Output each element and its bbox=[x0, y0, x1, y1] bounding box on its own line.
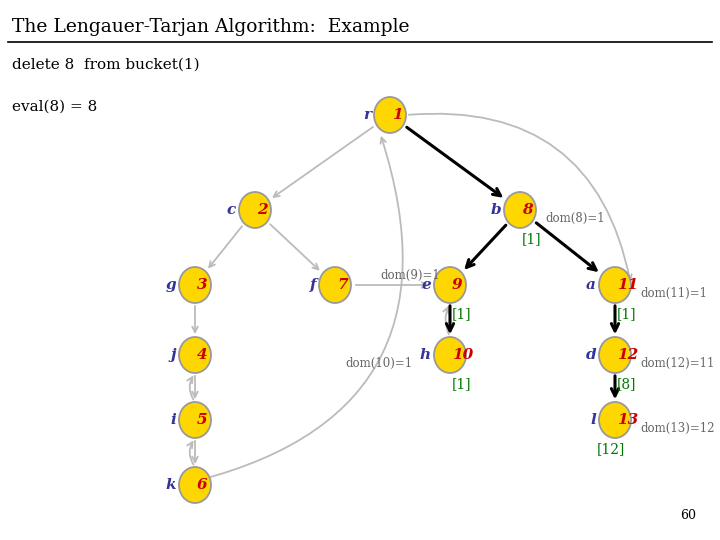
Text: The Lengauer-Tarjan Algorithm:  Example: The Lengauer-Tarjan Algorithm: Example bbox=[12, 18, 410, 36]
Text: [8]: [8] bbox=[617, 377, 636, 391]
Text: 2: 2 bbox=[257, 203, 268, 217]
Text: eval(8) = 8: eval(8) = 8 bbox=[12, 100, 97, 114]
Text: 5: 5 bbox=[197, 413, 207, 427]
Text: f: f bbox=[310, 278, 316, 292]
Ellipse shape bbox=[599, 402, 631, 438]
Text: dom(8)=1: dom(8)=1 bbox=[545, 212, 605, 225]
Ellipse shape bbox=[179, 402, 211, 438]
Text: j: j bbox=[171, 348, 176, 362]
Text: dom(10)=1: dom(10)=1 bbox=[345, 357, 412, 370]
Ellipse shape bbox=[504, 192, 536, 228]
Ellipse shape bbox=[179, 337, 211, 373]
Ellipse shape bbox=[599, 267, 631, 303]
Text: 60: 60 bbox=[680, 509, 696, 522]
Text: 3: 3 bbox=[197, 278, 207, 292]
Text: i: i bbox=[170, 413, 176, 427]
Text: l: l bbox=[590, 413, 596, 427]
Text: 12: 12 bbox=[617, 348, 638, 362]
Ellipse shape bbox=[434, 267, 466, 303]
Ellipse shape bbox=[434, 337, 466, 373]
Text: r: r bbox=[363, 108, 371, 122]
Text: 1: 1 bbox=[392, 108, 402, 122]
Ellipse shape bbox=[179, 267, 211, 303]
Ellipse shape bbox=[239, 192, 271, 228]
Ellipse shape bbox=[599, 337, 631, 373]
Text: delete 8  from bucket(1): delete 8 from bucket(1) bbox=[12, 58, 199, 72]
Text: a: a bbox=[586, 278, 596, 292]
Text: 8: 8 bbox=[522, 203, 533, 217]
Text: [1]: [1] bbox=[522, 232, 541, 246]
Text: 11: 11 bbox=[617, 278, 638, 292]
Ellipse shape bbox=[319, 267, 351, 303]
Ellipse shape bbox=[374, 97, 406, 133]
Text: b: b bbox=[490, 203, 501, 217]
Text: e: e bbox=[421, 278, 431, 292]
Text: [1]: [1] bbox=[617, 307, 636, 321]
Text: [1]: [1] bbox=[452, 307, 472, 321]
Text: 4: 4 bbox=[197, 348, 207, 362]
Text: 13: 13 bbox=[617, 413, 638, 427]
Text: dom(13)=12: dom(13)=12 bbox=[640, 422, 714, 435]
Text: k: k bbox=[166, 478, 176, 492]
Text: g: g bbox=[166, 278, 176, 292]
Text: [12]: [12] bbox=[597, 442, 625, 456]
Text: 7: 7 bbox=[337, 278, 348, 292]
Text: h: h bbox=[420, 348, 431, 362]
Text: 6: 6 bbox=[197, 478, 207, 492]
Text: [1]: [1] bbox=[452, 377, 472, 391]
Ellipse shape bbox=[179, 467, 211, 503]
Text: 9: 9 bbox=[452, 278, 463, 292]
Text: d: d bbox=[585, 348, 596, 362]
Text: 10: 10 bbox=[452, 348, 473, 362]
Text: dom(12)=11: dom(12)=11 bbox=[640, 357, 714, 370]
Text: dom(9)=1: dom(9)=1 bbox=[380, 269, 440, 282]
Text: c: c bbox=[227, 203, 236, 217]
Text: dom(11)=1: dom(11)=1 bbox=[640, 287, 707, 300]
